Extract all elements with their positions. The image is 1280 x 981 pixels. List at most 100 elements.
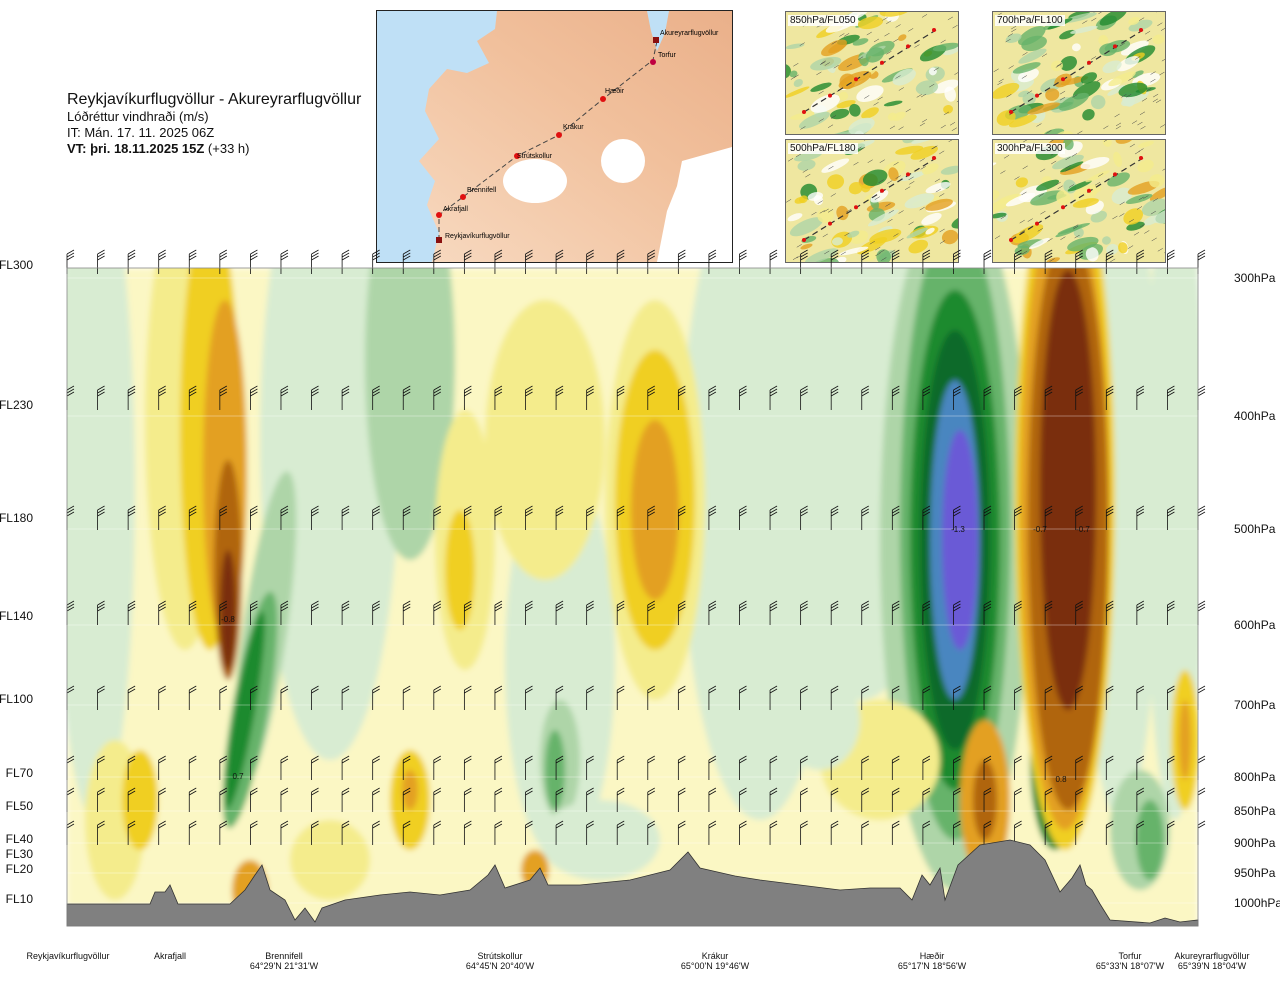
inset-wind-barb bbox=[1150, 78, 1156, 83]
inset-field-patch bbox=[1043, 128, 1065, 134]
inset-wind-barb bbox=[869, 240, 875, 245]
inset-wind-barb bbox=[1049, 258, 1055, 262]
wind-barb bbox=[219, 600, 228, 625]
wind-barb bbox=[1105, 505, 1114, 530]
inset-wind-barb bbox=[949, 122, 956, 126]
wind-barb bbox=[219, 820, 228, 845]
inset-wind-barb bbox=[1157, 22, 1163, 26]
map-marker-torfur bbox=[650, 59, 656, 65]
wind-barb bbox=[769, 249, 778, 274]
wind-barb bbox=[1014, 505, 1022, 530]
wind-barb bbox=[739, 385, 747, 410]
inset-route-line bbox=[1010, 29, 1144, 113]
pressure-tick-label: 700hPa bbox=[1234, 698, 1276, 712]
inset-field-patch bbox=[1115, 140, 1135, 144]
contour-region bbox=[1040, 270, 1096, 710]
wind-barb bbox=[127, 685, 136, 710]
wind-barb bbox=[616, 787, 625, 812]
inset-wind-barb bbox=[1155, 99, 1162, 104]
inset-field-patch bbox=[1118, 242, 1128, 254]
inset-route-marker bbox=[802, 110, 806, 114]
inset-wind-barb bbox=[811, 211, 817, 216]
inset-field-patch bbox=[861, 107, 879, 119]
inset-field-patch bbox=[1107, 172, 1130, 187]
inset-field-patch bbox=[1082, 109, 1095, 121]
wind-barb bbox=[586, 505, 594, 530]
inset-wind-barb bbox=[882, 17, 888, 21]
wind-barb bbox=[188, 249, 197, 274]
wind-barb bbox=[433, 820, 442, 845]
inset-wind-barb bbox=[817, 200, 823, 204]
inset-wind-barb bbox=[792, 256, 799, 260]
wind-barb bbox=[647, 755, 655, 780]
wind-barb bbox=[647, 600, 655, 625]
wind-barb bbox=[525, 385, 533, 410]
inset-wind-barb bbox=[874, 196, 880, 200]
wind-barb bbox=[953, 505, 961, 530]
inset-wind-barb bbox=[1131, 120, 1138, 124]
valid-time-date: VT: þri. 18.11.2025 15Z bbox=[67, 141, 205, 156]
inset-wind-barb bbox=[875, 252, 881, 257]
inset-field-patch bbox=[849, 103, 861, 117]
inset-wind-barb bbox=[1139, 111, 1146, 115]
inset-field-patch bbox=[861, 183, 871, 193]
wind-barb bbox=[616, 385, 625, 410]
inset-wind-barb bbox=[1150, 210, 1157, 215]
inset-wind-barb bbox=[1140, 126, 1146, 130]
wind-barb bbox=[555, 249, 564, 274]
wind-barb bbox=[250, 600, 258, 625]
wind-barb bbox=[677, 249, 686, 274]
inset-field-patch bbox=[1085, 170, 1110, 183]
wind-barb bbox=[250, 385, 258, 410]
inset-wind-barb bbox=[1007, 33, 1013, 37]
wind-barb bbox=[830, 600, 839, 625]
inset-field-patch bbox=[1067, 236, 1099, 252]
wind-barb bbox=[188, 820, 197, 845]
pressure-tick-label: 500hPa bbox=[1234, 522, 1276, 536]
inset-field-patch bbox=[925, 227, 935, 235]
wind-barb bbox=[127, 249, 136, 274]
inset-wind-barb bbox=[1036, 123, 1042, 127]
wind-barb bbox=[158, 600, 166, 625]
inset-wind-barb bbox=[1006, 94, 1012, 98]
inset-wind-barb bbox=[1072, 94, 1078, 98]
wind-barb bbox=[1105, 600, 1114, 625]
inset-wind-barb bbox=[886, 20, 892, 24]
inset-wind-barb bbox=[1060, 236, 1066, 240]
inset-field-patch bbox=[1107, 85, 1126, 96]
wind-barb bbox=[555, 505, 564, 530]
inset-field-patch bbox=[1111, 187, 1133, 205]
inset-field-patch bbox=[1118, 82, 1148, 98]
wind-barb bbox=[953, 787, 961, 812]
inset-wind-barb bbox=[818, 118, 824, 122]
inset-wind-barb bbox=[956, 100, 958, 103]
wind-barb bbox=[1075, 685, 1083, 710]
wind-barb bbox=[586, 685, 594, 710]
inset-field-patch bbox=[1051, 60, 1063, 72]
wind-barb bbox=[219, 685, 228, 710]
wind-barb bbox=[677, 600, 686, 625]
inset-field-patch bbox=[857, 16, 884, 30]
inset-field-patch bbox=[1012, 224, 1044, 244]
inset-wind-barb bbox=[1133, 232, 1140, 236]
inset-wind-barb bbox=[802, 169, 808, 173]
inset-wind-barb bbox=[905, 108, 911, 113]
inset-field-patch bbox=[1070, 25, 1098, 34]
inset-wind-barb bbox=[1008, 65, 1014, 69]
wind-barb bbox=[341, 685, 350, 710]
wind-barb bbox=[800, 505, 808, 530]
wind-barb bbox=[677, 755, 686, 780]
inset-field-patch bbox=[993, 197, 1013, 215]
wind-barb bbox=[188, 385, 197, 410]
inset-wind-barb bbox=[1152, 93, 1159, 98]
wind-barb bbox=[97, 249, 105, 274]
inset-wind-barb bbox=[830, 115, 837, 119]
wind-barb bbox=[1075, 249, 1083, 274]
pressure-tick-label: 850hPa bbox=[1234, 804, 1276, 818]
wind-barb bbox=[708, 249, 717, 274]
wind-barb bbox=[922, 820, 931, 845]
inset-field-patch bbox=[810, 56, 842, 71]
inset-field-patch bbox=[883, 100, 903, 107]
contour-region bbox=[780, 670, 860, 770]
inset-wind-barb bbox=[828, 165, 834, 170]
